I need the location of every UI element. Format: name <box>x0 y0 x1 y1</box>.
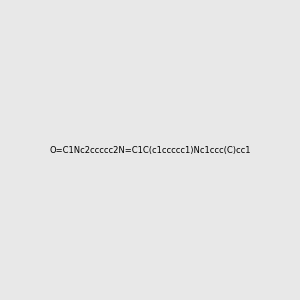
Text: O=C1Nc2ccccc2N=C1C(c1ccccc1)Nc1ccc(C)cc1: O=C1Nc2ccccc2N=C1C(c1ccccc1)Nc1ccc(C)cc1 <box>49 146 251 154</box>
